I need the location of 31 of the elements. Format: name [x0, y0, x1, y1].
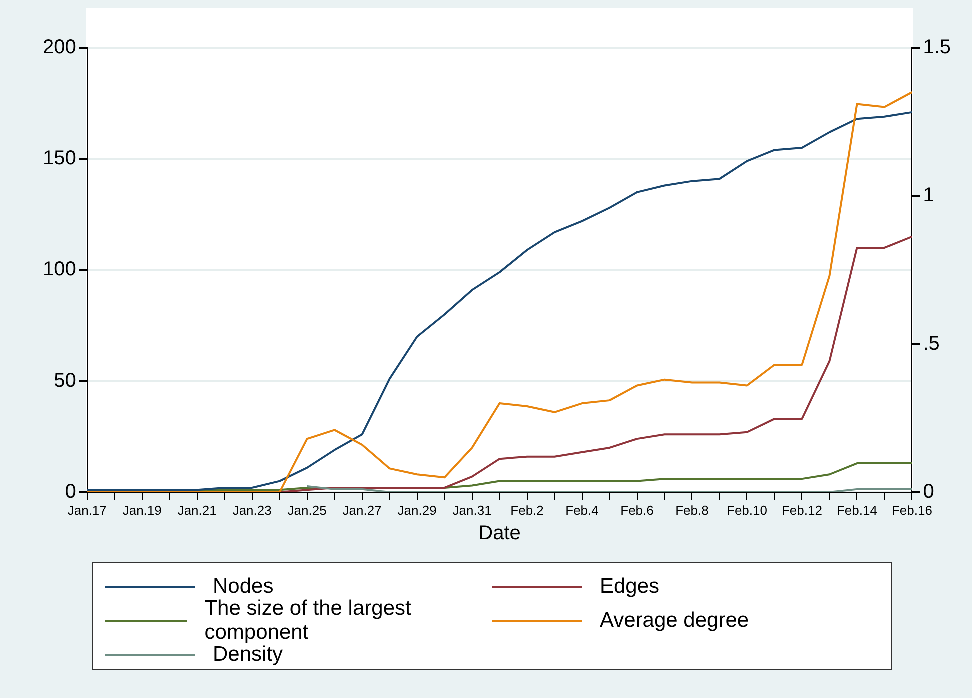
x-tick-label: Jan.21 — [178, 502, 217, 518]
legend-label: Average degree — [600, 609, 750, 633]
x-tick-label: Jan.19 — [122, 502, 162, 518]
y-tick-label: 100 — [42, 258, 76, 281]
y2-tick-label: 1.5 — [923, 36, 952, 59]
x-tick-label: Jan.29 — [398, 502, 437, 518]
legend-label: Edges — [600, 575, 660, 599]
x-tick-label: Feb.12 — [782, 502, 822, 518]
y2-tick-label: 0 — [923, 480, 934, 503]
legend-label: The size of the largest component — [204, 597, 412, 645]
y-tick-label: 0 — [65, 480, 76, 503]
x-tick-label: Feb.10 — [726, 502, 768, 518]
x-tick-label: Jan.27 — [342, 502, 382, 518]
x-tick-label: Jan.23 — [232, 502, 272, 518]
y-tick-label: 150 — [42, 148, 76, 170]
x-tick-label: Feb.6 — [620, 502, 654, 518]
x-tick-label: Feb.14 — [836, 502, 878, 518]
x-tick-label: Feb.8 — [676, 502, 709, 518]
x-tick-label: Jan.31 — [452, 502, 492, 518]
x-axis-title: Date — [478, 522, 521, 545]
legend-label: Density — [213, 643, 284, 667]
x-tick-label: Feb.2 — [510, 502, 544, 518]
legend-label: Nodes — [213, 575, 274, 599]
x-tick-label: Feb.4 — [566, 502, 599, 518]
y-tick-label: 50 — [54, 370, 76, 392]
x-tick-label: Jan.17 — [68, 502, 107, 518]
y2-tick-label: 1 — [923, 184, 934, 207]
y2-tick-label: .5 — [923, 332, 940, 355]
y-tick-label: 200 — [42, 36, 76, 59]
x-tick-label: Feb.16 — [892, 502, 932, 518]
x-tick-label: Jan.25 — [288, 502, 327, 518]
